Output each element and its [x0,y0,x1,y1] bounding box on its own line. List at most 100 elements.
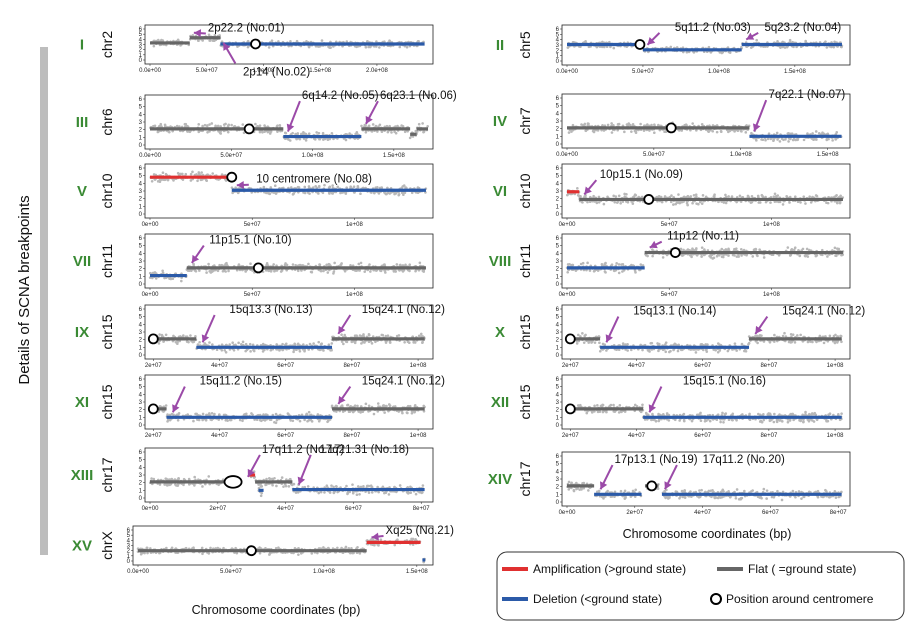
data-point [407,341,411,344]
data-point [394,125,397,128]
side-bar [40,47,48,555]
data-point [332,272,335,275]
data-point [576,187,579,190]
data-point [815,138,818,141]
x-tick-label: 8e+07 [343,433,361,439]
y-tick-label: 6 [556,96,560,102]
data-point [377,490,380,494]
y-tick-label: 3 [139,330,143,336]
y-tick-label: 5 [139,32,143,38]
data-point [318,137,321,141]
data-point [352,185,356,189]
y-tick-label: 4 [139,251,143,257]
data-point [242,131,246,135]
y-tick-label: 0 [139,282,143,288]
y-tick-label: 1 [556,134,560,140]
data-point [294,132,297,136]
data-point [192,546,195,549]
y-tick-label: 5 [139,385,143,391]
data-point [416,39,420,43]
data-point [385,192,389,195]
data-point [294,263,298,267]
data-point [386,130,390,134]
data-point [263,124,266,127]
data-point [566,193,569,197]
data-point [364,45,368,49]
data-point [310,552,314,555]
chromosome-label: chr17 [99,457,115,492]
data-point [267,46,271,49]
data-point [265,477,268,481]
data-point [296,185,300,189]
data-point [317,419,321,423]
data-point [195,412,198,416]
data-point [787,140,790,143]
x-tick-label: 5.0e+07 [196,68,219,74]
data-point [345,484,348,488]
data-point [224,262,227,266]
y-tick-label: 2 [556,197,560,203]
data-point [385,124,389,128]
data-point [195,173,198,176]
data-point [416,186,420,189]
data-point [208,123,211,126]
data-point [408,263,412,267]
data-point [417,122,421,126]
data-point [802,195,806,198]
data-point [239,342,243,346]
data-point [241,123,245,126]
data-point [325,263,328,267]
annotation-label: 2p14 (No.02) [243,66,310,78]
data-point [287,412,290,416]
data-point [249,262,252,265]
data-point [306,191,310,194]
y-tick-label: 4 [139,322,143,328]
data-point [374,186,378,189]
data-point [802,138,806,142]
x-tick-label: 1e+08 [346,292,364,298]
chromosome-label: chr15 [99,384,115,419]
data-point [377,125,380,128]
data-point [821,131,824,135]
x-tick-label: 6e+07 [277,433,295,439]
y-tick-label: 0 [139,143,143,149]
data-point [150,477,153,480]
data-point [362,333,365,336]
data-point [827,137,830,141]
x-tick-label: 1.5e+08 [383,153,406,159]
data-point [205,179,208,183]
data-point [330,484,333,487]
y-tick-label: 6 [127,528,131,534]
annotation-label: 7q22.1 (No.07) [769,89,846,101]
y-tick-label: 2 [556,127,560,133]
y-tick-label: 5 [139,174,143,180]
data-point [186,130,189,133]
data-point [410,537,413,541]
x-tick-label: 1e+08 [763,222,781,228]
y-tick-label: 2 [139,48,143,54]
data-point [672,203,675,206]
y-tick-label: 2 [139,338,143,344]
y-tick-label: 1 [139,345,143,351]
data-point [307,418,311,422]
data-point [410,191,414,195]
data-point [806,132,809,135]
x-tick-label: 0e+00 [142,292,160,298]
data-point [213,39,216,42]
data-point [413,403,417,407]
y-tick-label: 2 [139,128,143,134]
data-point [193,475,196,479]
data-point [211,172,215,175]
data-point [344,138,348,142]
x-tick-label: 5e+07 [661,222,679,228]
data-point [231,191,234,195]
data-point [581,123,585,127]
annotation-arrowhead [365,115,373,124]
data-point [268,132,272,135]
data-point [258,551,262,555]
data-point [317,131,321,135]
panel-id: I [80,37,84,54]
